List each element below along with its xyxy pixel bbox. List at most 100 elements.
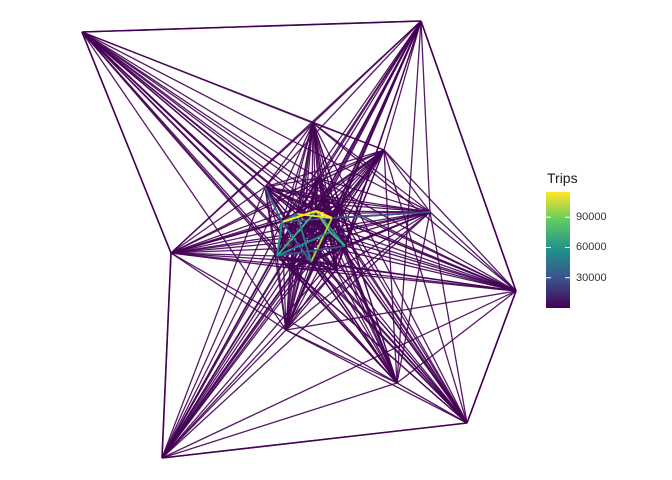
trip-edge <box>329 231 346 247</box>
trip-edge <box>81 31 172 254</box>
trip-edge <box>161 422 468 459</box>
trip-edge <box>264 20 422 188</box>
trip-edge <box>339 149 385 206</box>
trip-edge <box>289 213 298 269</box>
trip-edge <box>289 267 468 424</box>
trip-edge <box>170 186 266 254</box>
trip-edge <box>81 31 298 215</box>
trip-edge <box>310 217 333 263</box>
trip-edge <box>161 221 283 459</box>
trip-edge <box>276 231 331 257</box>
trip-edge <box>161 245 346 459</box>
trip-edge <box>335 245 346 271</box>
trip-edge <box>420 20 517 292</box>
trip-edge <box>383 149 517 292</box>
trip-edge <box>281 217 333 223</box>
trip-edge <box>296 213 331 233</box>
trip-edge <box>281 221 287 331</box>
trip-edge <box>335 211 431 271</box>
trip-edge <box>170 252 291 269</box>
trip-edge <box>315 209 333 220</box>
trip-edge <box>396 211 431 384</box>
trip-edge <box>344 245 517 292</box>
trip-edge <box>81 31 323 200</box>
trip-edge <box>81 20 422 33</box>
trip-edge <box>289 267 337 271</box>
trip-edge <box>466 290 517 424</box>
trip-edge <box>276 255 287 331</box>
trip-edge <box>339 204 398 384</box>
trip-edge <box>170 252 278 257</box>
trip-edge <box>161 252 172 459</box>
trip-edge <box>276 210 317 257</box>
trip-edge <box>312 122 385 151</box>
trip-edge <box>161 290 517 459</box>
trip-edge <box>289 204 341 269</box>
trip-edge <box>289 245 346 269</box>
trip-edge <box>264 186 283 223</box>
trip-edge <box>335 269 468 424</box>
trip-edge <box>81 31 431 213</box>
trip-edge <box>81 31 312 263</box>
trip-edge <box>383 149 431 213</box>
trip-edge <box>285 329 398 384</box>
trip-edge <box>296 213 312 263</box>
trip-edge <box>161 269 337 459</box>
trip-edge <box>264 186 431 213</box>
trip-edge <box>312 20 422 124</box>
trip-edge <box>170 122 314 254</box>
trip-edge <box>335 269 398 384</box>
trip-edge <box>285 329 468 424</box>
trip-edge <box>81 31 398 384</box>
trip-edge <box>312 122 341 206</box>
trip-edge <box>276 255 291 269</box>
trip-edge <box>81 31 317 212</box>
trip-edge <box>81 31 331 233</box>
trip-edge <box>383 20 422 151</box>
trip-edge <box>429 211 517 292</box>
trip-edge <box>296 177 319 215</box>
trip-edge <box>276 255 337 271</box>
trip-edge <box>276 221 283 257</box>
trip-edge <box>161 267 291 459</box>
trip-edge <box>329 231 468 424</box>
trip-edge <box>312 122 346 247</box>
trip-edge <box>81 31 319 179</box>
trip-edge <box>161 122 314 459</box>
trip-edge <box>339 204 431 213</box>
trip-edge <box>81 31 287 331</box>
trip-edge <box>321 198 431 213</box>
legend-tick-label: 60000 <box>576 241 607 254</box>
trip-edge <box>331 211 431 219</box>
trip-edge <box>289 267 398 384</box>
trip-edge <box>281 221 312 263</box>
trip-edge <box>281 209 317 224</box>
trip-edge <box>301 240 468 424</box>
trip-edge <box>170 252 287 331</box>
trip-edge <box>285 269 337 331</box>
trip-edge <box>301 204 341 242</box>
trip-edge <box>81 31 333 219</box>
trip-edge <box>420 20 431 213</box>
trip-edge <box>429 211 468 424</box>
trip-edge <box>383 149 398 384</box>
legend-tick-label: 30000 <box>576 271 607 284</box>
trip-edge <box>170 177 319 254</box>
trip-edge <box>339 204 517 292</box>
trip-edge <box>331 217 517 292</box>
trip-edge <box>312 122 317 212</box>
trip-edge <box>264 186 278 257</box>
trip-edge <box>285 211 431 331</box>
trip-edge <box>170 198 323 254</box>
trip-edge <box>264 177 319 188</box>
trip-edge <box>285 267 291 331</box>
trip-edge <box>317 177 431 213</box>
trip-edge <box>296 204 341 215</box>
trip-edge <box>315 210 337 271</box>
trip-edge <box>312 122 431 213</box>
trip-edge <box>321 149 385 200</box>
trip-edge <box>317 177 341 206</box>
trip-edge <box>321 198 341 206</box>
color-legend: Trips 30000 60000 90000 <box>546 170 656 320</box>
